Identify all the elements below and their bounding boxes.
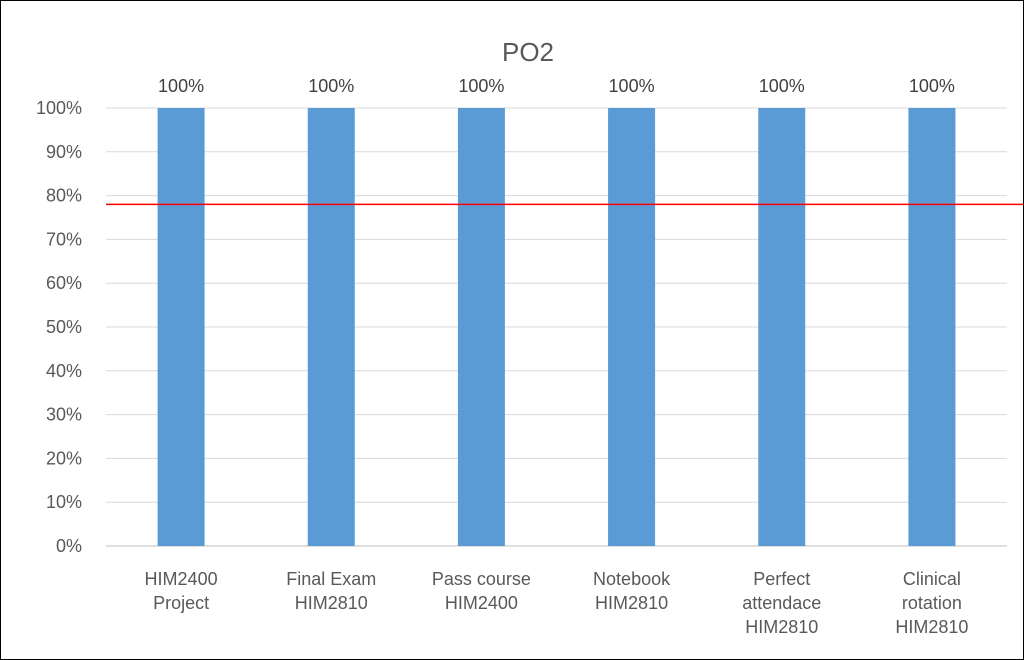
y-tick-label: 0% [56,536,82,556]
x-tick-label-line: HIM2400 [145,569,218,589]
y-tick-label: 60% [46,273,82,293]
x-tick-label: HIM2400 Project [145,569,218,613]
y-tick-label: 100% [36,98,82,118]
y-tick-label: 50% [46,317,82,337]
y-tick-label: 30% [46,405,82,425]
x-tick-label-line: HIM2400 [445,593,518,613]
x-tick-label: Final Exam HIM2810 [286,569,376,613]
bar [157,108,205,546]
chart-title: PO2 [502,37,554,67]
data-label: 100% [458,76,504,96]
x-tick-label-line: HIM2810 [895,617,968,637]
x-tick-label-line: HIM2810 [745,617,818,637]
data-label: 100% [158,76,204,96]
x-tick-label-line: Clinical [903,569,961,589]
bar [307,108,355,546]
x-tick-label: Clinical rotation HIM2810 [895,569,968,637]
bar [758,108,806,546]
x-tick-label-line: Final Exam [286,569,376,589]
y-tick-label: 40% [46,361,82,381]
x-tick-label-line: Perfect [753,569,810,589]
gridlines [106,107,1007,547]
data-label: 100% [609,76,655,96]
x-tick-label-line: Project [153,593,209,613]
y-tick-label: 90% [46,142,82,162]
x-tick-label-line: HIM2810 [295,593,368,613]
x-tick-label: Perfect attendace HIM2810 [742,569,821,637]
y-tick-label: 80% [46,186,82,206]
bar [608,108,656,546]
x-tick-label-line: HIM2810 [595,593,668,613]
x-tick-label: Notebook HIM2810 [593,569,671,613]
bar [457,108,505,546]
x-tick-label-line: rotation [902,593,962,613]
x-tick-label: Pass course HIM2400 [432,569,531,613]
bars [157,108,956,546]
x-tick-label-line: attendace [742,593,821,613]
data-label: 100% [909,76,955,96]
x-tick-label-line: Pass course [432,569,531,589]
category-labels: HIM2400 Project Final Exam HIM2810 Pass cour… [145,569,969,637]
data-label: 100% [759,76,805,96]
data-labels: 100% 100% 100% 100% 100% 100% [158,76,955,96]
y-axis-ticks: 0% 10% 20% 30% 40% 50% 60% 70% 80% 90% 100% [36,98,82,556]
x-tick-label-line: Notebook [593,569,671,589]
bar [908,108,956,546]
y-tick-label: 70% [46,229,82,249]
y-tick-label: 20% [46,448,82,468]
y-tick-label: 10% [46,492,82,512]
data-label: 100% [308,76,354,96]
